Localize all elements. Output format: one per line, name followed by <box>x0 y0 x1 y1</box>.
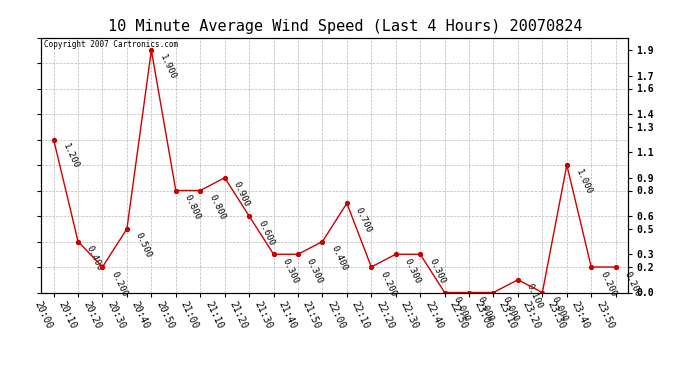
Text: 0.200: 0.200 <box>110 270 129 298</box>
Text: 0.000: 0.000 <box>451 295 471 324</box>
Text: Copyright 2007 Cartronics.com: Copyright 2007 Cartronics.com <box>44 40 179 49</box>
Text: 0.200: 0.200 <box>598 270 618 298</box>
Text: 0.500: 0.500 <box>134 231 153 260</box>
Text: 0.100: 0.100 <box>525 282 544 311</box>
Text: 0.800: 0.800 <box>207 193 227 222</box>
Text: 0.600: 0.600 <box>256 219 275 247</box>
Text: 10 Minute Average Wind Speed (Last 4 Hours) 20070824: 10 Minute Average Wind Speed (Last 4 Hou… <box>108 19 582 34</box>
Text: 0.700: 0.700 <box>354 206 373 234</box>
Text: 0.300: 0.300 <box>305 257 324 285</box>
Text: 0.000: 0.000 <box>500 295 520 324</box>
Text: 0.300: 0.300 <box>403 257 422 285</box>
Text: 0.000: 0.000 <box>476 295 495 324</box>
Text: 0.200: 0.200 <box>378 270 397 298</box>
Text: 1.200: 1.200 <box>61 142 80 171</box>
Text: 1.000: 1.000 <box>574 168 593 196</box>
Text: 0.900: 0.900 <box>232 180 251 209</box>
Text: 0.200: 0.200 <box>622 270 642 298</box>
Text: 0.300: 0.300 <box>281 257 300 285</box>
Text: 0.300: 0.300 <box>427 257 446 285</box>
Text: 1.900: 1.900 <box>158 53 178 81</box>
Text: 0.400: 0.400 <box>329 244 349 273</box>
Text: 0.000: 0.000 <box>549 295 569 324</box>
Text: 0.800: 0.800 <box>183 193 202 222</box>
Text: 0.400: 0.400 <box>85 244 104 273</box>
